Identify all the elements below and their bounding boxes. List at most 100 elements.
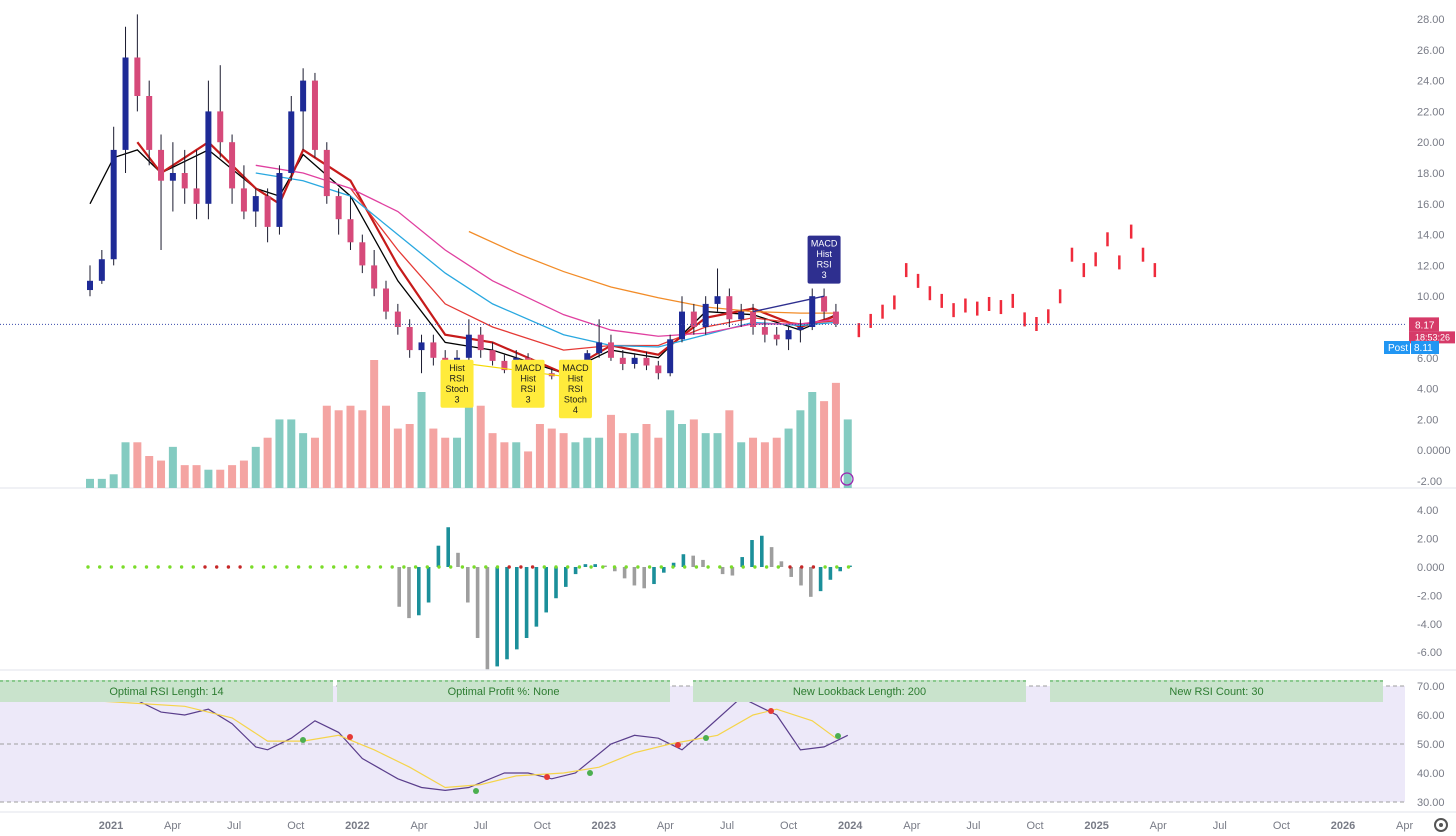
annotation-text: 3 xyxy=(822,270,827,280)
price-axis-tick: 22.00 xyxy=(1417,106,1445,118)
candle-body xyxy=(383,288,389,312)
histogram-bar xyxy=(701,559,705,567)
price-axis-tick: 12.00 xyxy=(1417,260,1445,272)
volume-bar xyxy=(583,437,592,488)
histogram-bar xyxy=(564,567,568,587)
zero-line-dot xyxy=(659,565,663,569)
time-axis-tick: Oct xyxy=(780,820,797,832)
zero-line-dot xyxy=(320,565,324,569)
volume-bar xyxy=(346,405,355,488)
histogram-bar xyxy=(603,565,607,567)
histogram-bar xyxy=(485,567,490,670)
zero-line-dot xyxy=(683,565,687,569)
histogram-bar xyxy=(456,552,460,567)
macd-axis-tick: 2.00 xyxy=(1417,534,1438,546)
trend-line xyxy=(752,295,825,313)
price-axis-tick: 26.00 xyxy=(1417,45,1445,57)
rsi-line xyxy=(89,685,849,792)
zero-line-dot xyxy=(296,565,301,569)
settings-gear-icon[interactable] xyxy=(1434,818,1448,832)
volume-bar xyxy=(168,446,177,488)
projection-bar xyxy=(1082,263,1086,278)
histogram-bar xyxy=(818,567,823,592)
zero-line-dot xyxy=(530,565,535,569)
annotation-box xyxy=(807,235,841,284)
candle-body xyxy=(477,334,484,351)
time-axis-tick: 2026 xyxy=(1331,820,1355,832)
volume-bar xyxy=(180,465,189,488)
zero-line-dot xyxy=(109,565,114,569)
zero-line-dot xyxy=(437,565,441,569)
volume-bar xyxy=(370,360,379,488)
candle-body xyxy=(418,342,425,351)
countdown-bg xyxy=(1409,331,1455,344)
projection-bar xyxy=(1129,224,1133,239)
candle-body xyxy=(252,196,259,212)
projection-bar xyxy=(1153,263,1157,278)
volume-bar xyxy=(429,428,438,488)
zero-line-dot xyxy=(624,565,628,569)
zero-line-dot xyxy=(332,565,336,569)
zero-line-dot xyxy=(156,565,160,569)
zero-line-dot xyxy=(846,565,851,569)
rsi-info-panel: Optimal Profit %: None xyxy=(337,680,670,702)
rsi-info-panel-text: Optimal Profit %: None xyxy=(448,686,560,698)
projection-bar xyxy=(904,263,908,278)
annotation-text: Hist xyxy=(568,373,584,383)
candle-body xyxy=(276,173,283,227)
zero-line-dot xyxy=(378,565,383,569)
annotation-text: MACD xyxy=(515,363,542,373)
volume-bar xyxy=(358,410,367,488)
candle-body xyxy=(323,149,330,197)
candle-body xyxy=(750,311,757,327)
rsi-cross-dot xyxy=(300,737,306,743)
price-axis-tick: 4.00 xyxy=(1417,384,1438,396)
zero-line-dot xyxy=(355,565,359,569)
histogram-bar xyxy=(573,567,578,575)
moving-average-line xyxy=(136,140,837,375)
zero-line-dot xyxy=(507,565,511,569)
candle-body xyxy=(288,111,295,173)
histogram-bar xyxy=(436,545,441,567)
projection-bar xyxy=(1035,317,1038,331)
projection-bar xyxy=(1141,247,1145,262)
histogram-bar xyxy=(426,567,431,603)
projection-bar xyxy=(999,300,1003,315)
time-axis-tick: Jul xyxy=(227,820,241,832)
projection-bar xyxy=(1023,312,1026,327)
candle-body xyxy=(311,80,318,150)
candle-body xyxy=(631,357,638,364)
rsi-line xyxy=(89,699,837,789)
candle-body xyxy=(217,111,224,143)
volume-bar xyxy=(749,437,758,488)
rsi-info-panel-text: New Lookback Length: 200 xyxy=(793,686,926,698)
zero-line-dot xyxy=(589,565,593,569)
projection-bar xyxy=(940,293,943,308)
event-marker-icon xyxy=(840,472,854,486)
time-axis-tick: Oct xyxy=(534,820,551,832)
volume-bar xyxy=(535,424,544,488)
volume-bar xyxy=(382,405,390,488)
zero-line-dot xyxy=(367,565,371,569)
post-label: Post xyxy=(1388,343,1408,354)
candle-body xyxy=(489,350,496,361)
annotation-box xyxy=(511,359,545,408)
candle-body xyxy=(347,219,354,243)
histogram-bar xyxy=(740,557,744,567)
zero-line-dot xyxy=(612,565,617,569)
volume-bar xyxy=(772,437,781,488)
post-price-bg xyxy=(1411,341,1439,354)
volume-bar xyxy=(299,433,308,488)
zero-line-dot xyxy=(636,565,640,569)
volume-bar xyxy=(239,460,248,488)
histogram-bar xyxy=(642,567,646,589)
candle-body xyxy=(134,57,141,96)
time-axis-tick: Oct xyxy=(287,820,304,832)
volume-bar xyxy=(287,419,296,488)
zero-line-dot xyxy=(577,565,582,569)
rsi-axis-tick: 60.00 xyxy=(1417,710,1445,722)
histogram-bar xyxy=(691,555,695,567)
candle-body xyxy=(619,357,626,364)
volume-bar xyxy=(713,433,722,488)
volume-bar xyxy=(737,442,746,488)
